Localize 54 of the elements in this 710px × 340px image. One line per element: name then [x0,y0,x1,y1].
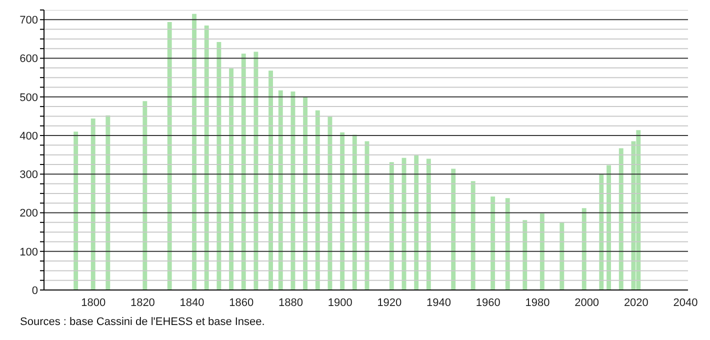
bar [414,155,419,290]
bar [74,132,78,290]
y-tick-label: 200 [20,208,38,220]
x-tick-label: 2000 [574,296,600,309]
bar [560,222,564,290]
x-tick-label: 1960 [476,296,500,309]
bar [606,165,612,290]
y-tick-label: 300 [20,169,38,182]
y-tick-label: 700 [20,14,38,27]
x-tick-label: 1860 [229,296,254,309]
x-tick-label: 1920 [377,296,402,309]
bar [167,22,172,290]
x-tick-label: 1840 [180,296,204,309]
bar [216,42,222,290]
y-tick-label: 400 [20,130,38,142]
bar [241,54,246,290]
y-tick-label: 500 [20,92,38,104]
bar [505,198,510,290]
bar [522,220,528,290]
bar [540,214,544,290]
y-tick-label: 0 [32,284,38,297]
x-tick-label: 1800 [81,296,106,309]
bar [490,196,496,290]
bar [204,25,209,290]
bar [254,52,258,290]
x-tick-label: 2040 [673,296,698,309]
bar [229,68,234,290]
x-tick-label: 1880 [278,296,303,309]
bar [303,96,308,290]
bar [340,132,345,290]
bar [389,162,394,290]
bar [352,134,357,290]
bar [470,181,476,290]
x-tick-label: 1940 [426,296,452,309]
bar [315,110,320,290]
y-tick-label: 600 [20,53,38,66]
x-tick-label: 1900 [328,296,352,309]
bar [278,90,283,290]
bar [582,208,586,290]
bar [451,168,456,290]
bar [426,158,431,290]
x-tick-label: 2020 [624,296,648,309]
source-note: Sources : base Cassini de l'EHESS et base Insee. [20,316,266,328]
bar [142,101,148,290]
bar [268,70,273,290]
bar [290,91,296,290]
bar [618,148,624,290]
bar [192,14,196,290]
bar [90,118,96,290]
x-tick-label: 1820 [130,296,155,309]
bar [599,174,604,290]
bar [106,115,110,290]
x-tick-label: 1980 [525,296,550,309]
y-tick-label: 100 [20,246,38,258]
